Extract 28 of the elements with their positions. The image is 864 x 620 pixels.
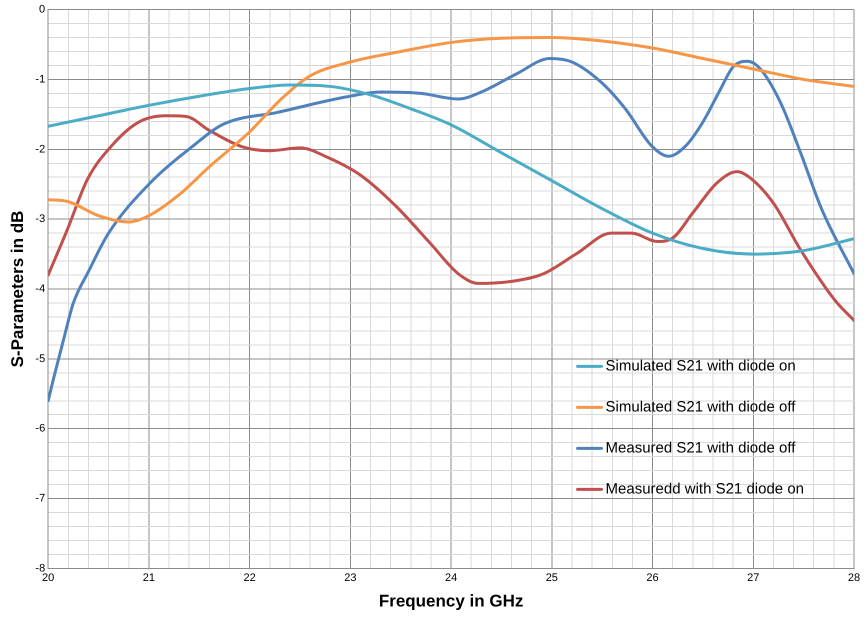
y-tick-label: 0 xyxy=(39,4,46,16)
x-axis-title: Frequency in GHz xyxy=(378,591,524,610)
line-series xyxy=(48,114,854,322)
x-tick-label: 21 xyxy=(142,572,156,584)
y-tick-label: -5 xyxy=(35,352,46,365)
y-tick-label: -1 xyxy=(35,73,46,86)
x-tick-label: 26 xyxy=(646,572,659,584)
x-tick-label: 24 xyxy=(444,572,458,584)
y-tick-label: -6 xyxy=(35,422,46,435)
legend-label: Measured S21 with diode off xyxy=(606,440,796,457)
x-tick-label: 25 xyxy=(546,572,558,584)
x-tick-label: 28 xyxy=(848,572,860,584)
y-tick-label: -2 xyxy=(35,143,46,156)
line-series xyxy=(48,36,854,224)
x-tick-label: 27 xyxy=(747,572,760,584)
y-tick-label: -7 xyxy=(35,492,46,505)
x-tick-label: 20 xyxy=(42,572,54,584)
y-tick-label: -4 xyxy=(35,283,46,296)
legend-label: Measuredd with S21 diode on xyxy=(606,480,804,498)
y-tick-label: -3 xyxy=(35,213,46,226)
line-series xyxy=(48,56,854,402)
y-tick-label: -8 xyxy=(35,562,46,574)
x-tick-label: 22 xyxy=(244,572,256,584)
line-series xyxy=(48,84,854,256)
legend-label: Simulated S21 with diode off xyxy=(606,398,796,416)
x-tick-label: 23 xyxy=(344,572,356,584)
legend-label: Simulated S21 with diode on xyxy=(606,358,796,375)
y-axis-title: S-Parameters in dB xyxy=(8,210,27,368)
